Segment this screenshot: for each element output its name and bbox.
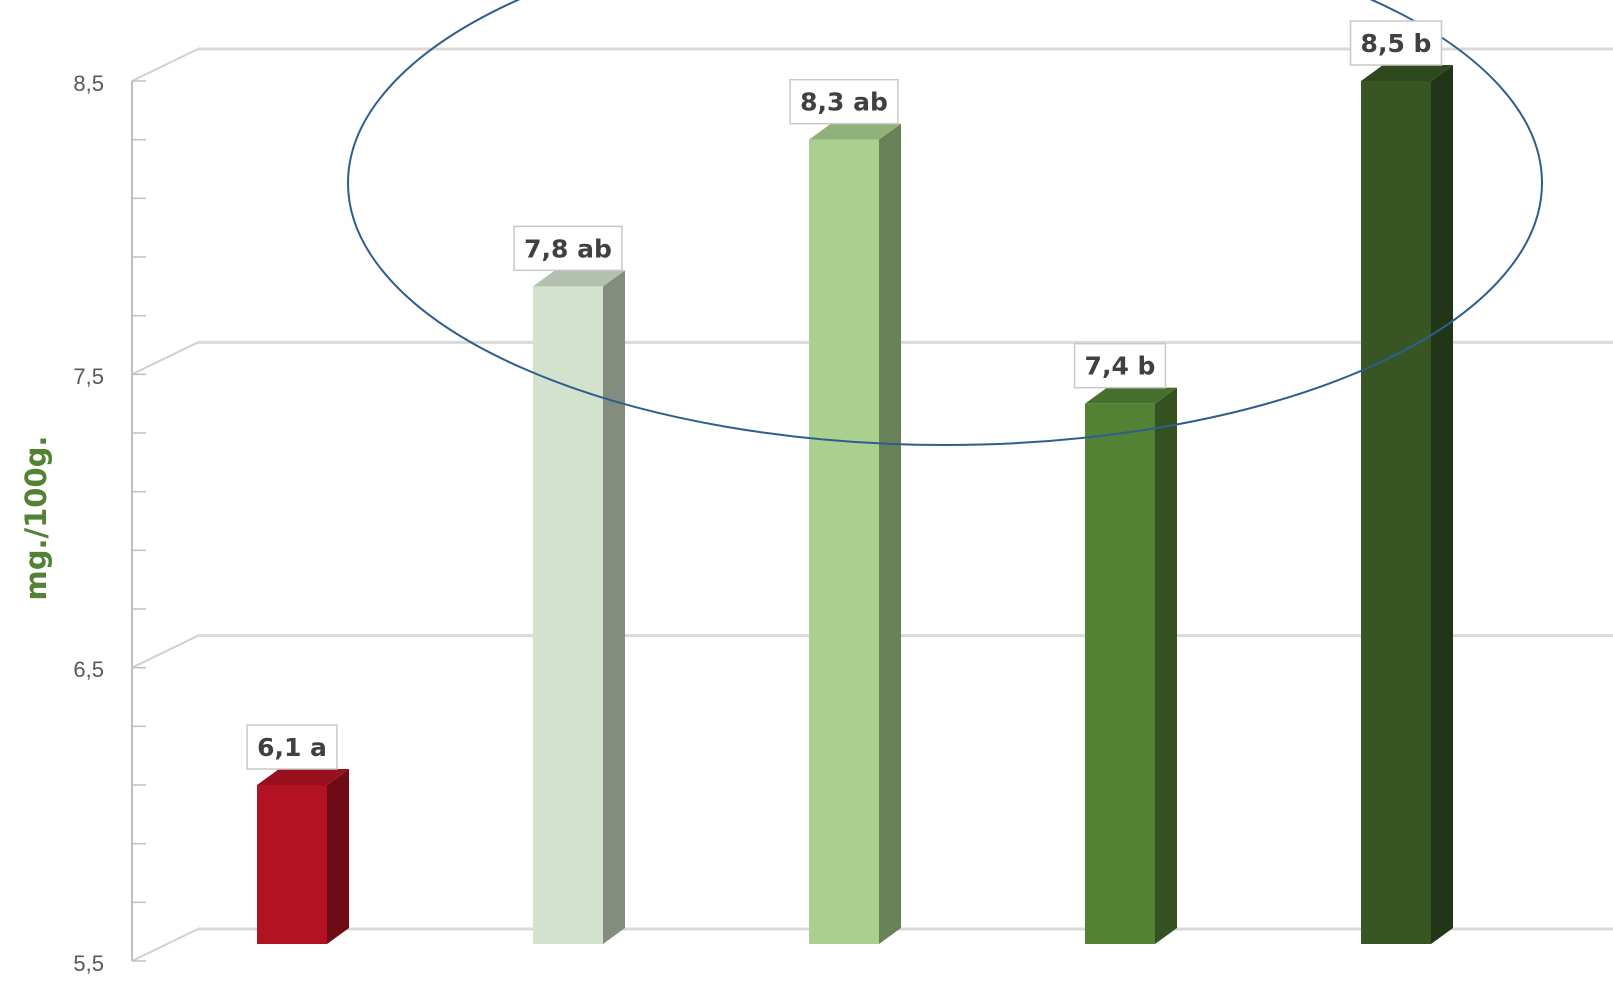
bars <box>257 65 1453 945</box>
data-label-text: 6,1 a <box>257 733 327 762</box>
bar-top <box>809 123 901 140</box>
y-tick-label: 5,5 <box>73 951 104 976</box>
data-label-text: 7,4 b <box>1085 352 1156 381</box>
data-label: 7,4 b <box>1073 342 1167 389</box>
data-label-text: 8,5 b <box>1361 29 1432 58</box>
gridline-diagonal <box>131 634 199 669</box>
data-label: 7,8 ab <box>513 225 623 272</box>
bar-front <box>257 785 327 944</box>
data-label-box <box>1349 20 1443 66</box>
highlight-ellipse <box>347 0 1543 446</box>
data-label-text: 8,3 ab <box>800 88 888 117</box>
data-label-box <box>1073 342 1167 389</box>
bar <box>257 769 349 944</box>
gridline-diagonal <box>131 48 199 82</box>
bar-top <box>1361 65 1453 81</box>
gridline-diagonal <box>131 341 199 376</box>
data-label-box <box>789 78 899 125</box>
y-tick-label: 6,5 <box>73 657 104 682</box>
y-tick-label: 8,5 <box>73 71 104 96</box>
bar-front <box>1361 81 1431 944</box>
gridline-diagonal <box>131 928 199 962</box>
bar-front <box>809 139 879 944</box>
bar <box>809 123 901 944</box>
bar-front <box>533 286 603 944</box>
y-axis: 5,5 6,5 7,5 8,5 <box>73 71 146 976</box>
bar-side <box>327 769 349 944</box>
y-axis-title: mg./100g. <box>19 436 53 601</box>
bar-side <box>879 123 901 944</box>
bar <box>533 270 625 944</box>
bar-side <box>603 270 625 944</box>
data-label: 8,5 b <box>1349 20 1443 66</box>
bar <box>1085 387 1177 945</box>
data-labels: 6,1 a 7,8 ab 8,3 ab 7,4 b 8,5 b <box>246 20 1443 770</box>
data-label-box <box>246 724 338 770</box>
y-tick-label: 7,5 <box>73 364 104 389</box>
data-label-box <box>513 225 623 272</box>
bar <box>1361 65 1453 944</box>
bar-front <box>1085 403 1155 945</box>
data-label: 8,3 ab <box>789 78 899 125</box>
data-label: 6,1 a <box>246 724 338 770</box>
data-label-text: 7,8 ab <box>524 234 612 263</box>
bar-side <box>1155 387 1177 945</box>
bar-top <box>533 270 625 287</box>
bar-top <box>257 769 349 785</box>
bar-side <box>1431 65 1453 944</box>
bar-top <box>1085 387 1177 404</box>
